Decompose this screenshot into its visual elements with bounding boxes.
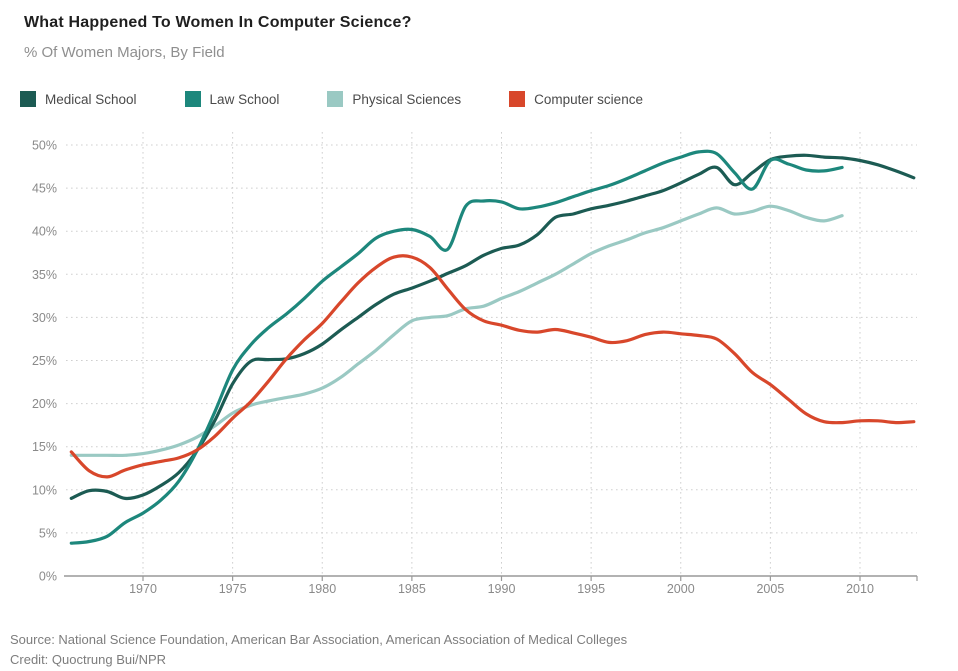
y-axis-label-5: 5% (39, 526, 57, 540)
legend-item-law-school: Law School (184, 91, 280, 107)
y-axis-label-45: 45% (32, 182, 57, 196)
y-axis-label-10: 10% (32, 483, 57, 497)
x-axis-label-1985: 1985 (398, 582, 426, 596)
legend-label-medical-school: Medical School (45, 91, 137, 107)
source-text: Source: National Science Foundation, Ame… (10, 632, 628, 647)
legend-item-medical-school: Medical School (20, 91, 137, 107)
legend: Medical School Law School Physical Scien… (20, 91, 643, 107)
y-axis-label-40: 40% (32, 225, 57, 239)
chart-line-physical-sciences (69, 204, 844, 458)
legend-swatch-law-school (184, 91, 201, 107)
footer: Source: National Science Foundation, Ame… (10, 630, 627, 670)
legend-swatch-computer-science (509, 91, 526, 107)
x-axis-label-1990: 1990 (488, 582, 516, 596)
y-axis-label-35: 35% (32, 268, 57, 282)
legend-swatch-physical-sciences (327, 91, 344, 107)
legend-item-computer-science: Computer science (509, 91, 643, 107)
x-axis-label-1970: 1970 (129, 582, 157, 596)
x-axis-label-2005: 2005 (756, 582, 784, 596)
y-axis-label-20: 20% (32, 397, 57, 411)
x-axis-label-2010: 2010 (846, 582, 874, 596)
x-axis-label-2000: 2000 (667, 582, 695, 596)
legend-swatch-medical-school (20, 91, 36, 107)
x-axis-label-1975: 1975 (219, 582, 247, 596)
chart-line-computer-science (69, 254, 916, 479)
x-axis-label-1995: 1995 (577, 582, 605, 596)
legend-label-physical-sciences: Physical Sciences (352, 91, 462, 107)
legend-item-physical-sciences: Physical Sciences (327, 91, 461, 107)
page-subtitle: % Of Women Majors, By Field (24, 44, 225, 61)
legend-label-law-school: Law School (209, 91, 280, 107)
credit-text: Credit: Quoctrung Bui/NPR (10, 652, 167, 667)
y-axis-label-0: 0% (39, 570, 57, 584)
y-axis-label-50: 50% (32, 139, 57, 153)
page-title: What Happened To Women In Computer Scien… (24, 14, 412, 31)
y-axis-label-30: 30% (32, 311, 57, 325)
x-axis-label-1980: 1980 (308, 582, 336, 596)
legend-label-computer-science: Computer science (534, 91, 643, 107)
y-axis-label-25: 25% (32, 354, 57, 368)
y-axis-label-15: 15% (32, 440, 57, 454)
